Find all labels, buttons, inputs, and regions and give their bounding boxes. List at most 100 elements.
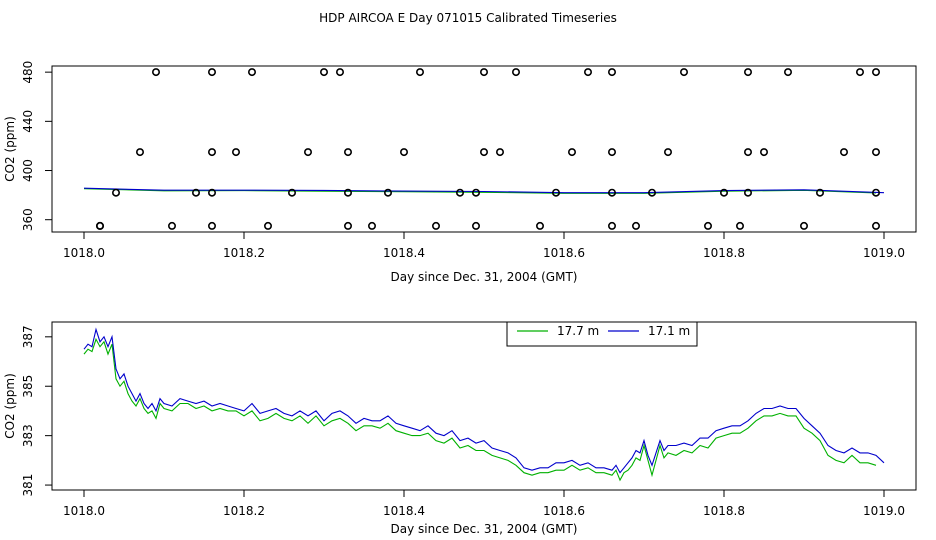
scatter-point	[303, 148, 312, 157]
scatter-point	[471, 188, 480, 197]
series-line-17-1m	[83, 187, 885, 194]
top-scatter-points	[96, 68, 880, 230]
scatter-point	[287, 188, 296, 197]
scatter-point	[343, 188, 352, 197]
scatter-point	[551, 188, 560, 197]
scatter-point	[583, 68, 592, 77]
scatter-point	[455, 188, 464, 197]
top-x-axis-label: Day since Dec. 31, 2004 (GMT)	[391, 270, 578, 284]
scatter-point	[495, 148, 504, 157]
scatter-point	[471, 221, 480, 230]
scatter-point	[479, 148, 488, 157]
y-tick-label: 480	[21, 61, 35, 84]
scatter-point	[647, 188, 656, 197]
y-tick-label: 400	[21, 159, 35, 182]
bottom-y-axis-label: CO2 (ppm)	[3, 373, 17, 439]
page-title: HDP AIRCOA E Day 071015 Calibrated Times…	[319, 11, 617, 25]
series-line-17-1m	[83, 327, 885, 474]
x-tick-label: 1018.2	[223, 504, 265, 518]
x-tick-label: 1018.0	[63, 504, 105, 518]
scatter-point	[783, 68, 792, 77]
x-tick-label: 1018.2	[223, 246, 265, 260]
bottom-series-lines	[83, 327, 885, 482]
scatter-point	[535, 221, 544, 230]
scatter-point	[607, 188, 616, 197]
legend: 17.7 m 17.1 m	[506, 321, 698, 347]
x-tick-label: 1019.0	[863, 504, 905, 518]
y-tick-label: 381	[21, 474, 35, 497]
scatter-point	[335, 68, 344, 77]
top-series-lines	[83, 187, 885, 194]
y-tick-label: 360	[21, 208, 35, 231]
scatter-point	[112, 188, 121, 197]
scatter-point	[719, 188, 728, 197]
scatter-point	[871, 68, 880, 77]
y-tick-label: 385	[21, 375, 35, 398]
scatter-point	[208, 148, 217, 157]
top-panel: 1018.0 1018.2 1018.4 1018.6 1018.8 1019.0 360 4…	[3, 61, 917, 284]
scatter-point	[319, 68, 328, 77]
scatter-point	[511, 68, 520, 77]
y-tick-label: 440	[21, 110, 35, 133]
scatter-point	[871, 221, 880, 230]
scatter-point	[607, 148, 616, 157]
x-tick-label: 1019.0	[863, 246, 905, 260]
scatter-point	[567, 148, 576, 157]
y-tick-label: 387	[21, 325, 35, 348]
scatter-point	[96, 221, 105, 230]
scatter-point	[479, 68, 488, 77]
scatter-point	[208, 68, 217, 77]
scatter-point	[192, 188, 201, 197]
scatter-point	[679, 68, 688, 77]
scatter-point	[343, 148, 352, 157]
bottom-axes: 1018.0 1018.2 1018.4 1018.6 1018.8 1019.0 381 3…	[21, 325, 905, 518]
scatter-point	[871, 148, 880, 157]
x-tick-label: 1018.8	[703, 504, 745, 518]
legend-box	[506, 321, 698, 347]
scatter-point	[743, 148, 752, 157]
scatter-point	[663, 148, 672, 157]
scatter-point	[168, 221, 177, 230]
scatter-point	[367, 221, 376, 230]
scatter-point	[703, 221, 712, 230]
legend-label-17-1: 17.1 m	[648, 324, 690, 338]
x-tick-label: 1018.0	[63, 246, 105, 260]
scatter-point	[607, 68, 616, 77]
scatter-point	[248, 68, 257, 77]
scatter-point	[208, 221, 217, 230]
scatter-point	[152, 68, 161, 77]
bottom-plot-frame	[51, 321, 917, 491]
scatter-point	[399, 148, 408, 157]
x-tick-label: 1018.8	[703, 246, 745, 260]
scatter-point	[799, 221, 808, 230]
scatter-point	[415, 68, 424, 77]
x-tick-label: 1018.6	[543, 246, 585, 260]
scatter-point	[735, 221, 744, 230]
scatter-point	[343, 221, 352, 230]
series-line-17-7m	[83, 337, 877, 482]
top-y-axis-label: CO2 (ppm)	[3, 116, 17, 182]
x-tick-label: 1018.4	[383, 246, 425, 260]
scatter-point	[839, 148, 848, 157]
scatter-point	[383, 188, 392, 197]
bottom-panel: 1018.0 1018.2 1018.4 1018.6 1018.8 1019.0 381 3…	[3, 321, 917, 536]
scatter-point	[743, 188, 752, 197]
scatter-point	[759, 148, 768, 157]
top-axes: 1018.0 1018.2 1018.4 1018.6 1018.8 1019.0 360 4…	[21, 61, 905, 260]
scatter-point	[815, 188, 824, 197]
bottom-x-axis-label: Day since Dec. 31, 2004 (GMT)	[391, 522, 578, 536]
scatter-point	[208, 188, 217, 197]
scatter-point	[263, 221, 272, 230]
x-tick-label: 1018.4	[383, 504, 425, 518]
scatter-point	[431, 221, 440, 230]
scatter-point	[743, 68, 752, 77]
scatter-point	[855, 68, 864, 77]
scatter-point	[631, 221, 640, 230]
x-tick-label: 1018.6	[543, 504, 585, 518]
legend-label-17-7: 17.7 m	[557, 324, 599, 338]
scatter-point	[232, 148, 241, 157]
scatter-point	[136, 148, 145, 157]
scatter-point	[607, 221, 616, 230]
y-tick-label: 383	[21, 424, 35, 447]
